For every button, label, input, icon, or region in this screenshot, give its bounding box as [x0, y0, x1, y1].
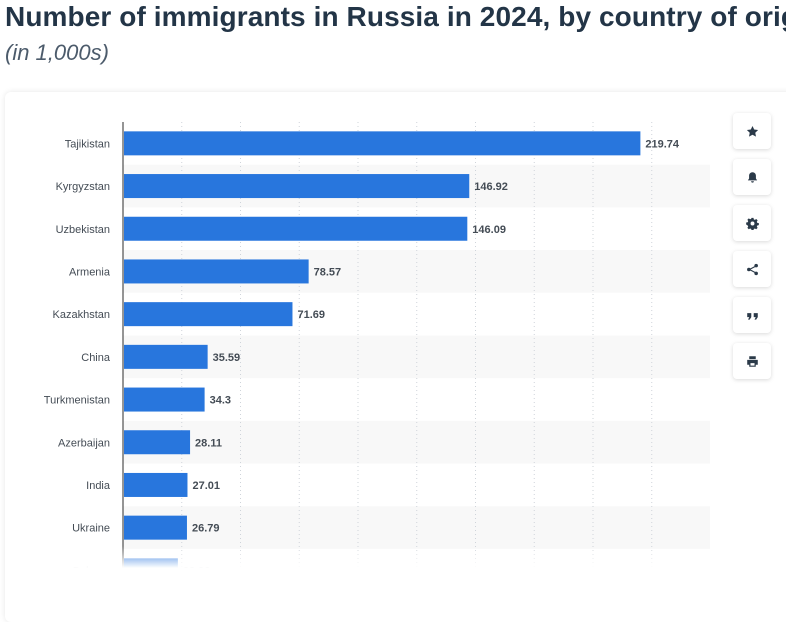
category-label: Turkmenistan [44, 395, 110, 407]
value-label: 26.79 [192, 523, 220, 535]
value-label: 28.11 [195, 437, 222, 449]
chart-card: Tajikistan 219.74 Kyrgyzstan 146.92 Uzbekist… [5, 92, 786, 622]
bar-kazakhstan [124, 302, 293, 327]
bar-tajikistan [124, 131, 641, 156]
category-label: Kyrgyzstan [56, 181, 110, 193]
page-header: Number of immigrants in Russia in 2024, … [0, 0, 786, 92]
bar-chart: Tajikistan 219.74 Kyrgyzstan 146.92 Uzbekist… [5, 122, 786, 568]
value-label: 219.74 [645, 138, 680, 150]
gear-icon [745, 217, 759, 230]
bar-ukraine [124, 515, 187, 540]
value-label: 71.69 [297, 309, 325, 321]
value-label: 34.3 [210, 395, 231, 407]
plot-area: Tajikistan 219.74 Kyrgyzstan 146.92 Uzbekist… [44, 122, 710, 568]
settings-button[interactable] [733, 205, 771, 241]
share-button[interactable] [733, 251, 771, 287]
page-title: Number of immigrants in Russia in 2024, … [5, 1, 786, 32]
page-subtitle: (in 1,000s) [5, 40, 109, 65]
printer-icon [746, 355, 758, 367]
bar-azerbaijan [124, 430, 191, 455]
category-label: Uzbekistan [56, 224, 110, 236]
value-label: 78.57 [314, 266, 342, 278]
notification-button[interactable] [733, 159, 771, 195]
quote-icon [746, 312, 758, 320]
share-icon [746, 263, 758, 275]
bar-india [124, 472, 188, 497]
category-label: Ukraine [72, 523, 110, 535]
category-label: Tajikistan [65, 138, 110, 150]
bar-china [124, 344, 208, 369]
bar-kyrgyzstan [124, 174, 470, 199]
bell-icon [747, 171, 757, 183]
bar-uzbekistan [124, 216, 468, 241]
star-icon [746, 125, 758, 137]
favorite-button[interactable] [733, 113, 771, 149]
bar-turkmenistan [124, 387, 205, 412]
row-stripe [123, 506, 710, 549]
value-label: 35.59 [213, 352, 241, 364]
row-stripe [123, 335, 710, 379]
value-label: 27.01 [192, 480, 220, 492]
value-label: 146.92 [474, 181, 508, 193]
category-label: Kazakhstan [53, 309, 110, 321]
bar-armenia [124, 259, 309, 284]
print-button[interactable] [733, 343, 771, 379]
category-label: Azerbaijan [58, 437, 110, 449]
value-label: 146.09 [472, 224, 506, 236]
category-label: Armenia [69, 266, 111, 278]
scroll-fade [5, 546, 786, 568]
category-label: India [86, 480, 111, 492]
category-label: China [81, 352, 111, 364]
cite-button[interactable] [733, 297, 771, 333]
